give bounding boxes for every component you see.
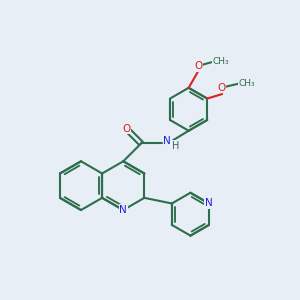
Text: CH₃: CH₃ (212, 58, 229, 67)
Text: O: O (122, 124, 130, 134)
Text: O: O (217, 82, 225, 93)
Text: N: N (164, 136, 171, 146)
Text: N: N (205, 199, 213, 208)
Text: CH₃: CH₃ (238, 79, 255, 88)
Text: N: N (119, 205, 127, 215)
Text: O: O (194, 61, 202, 71)
Text: H: H (172, 141, 180, 151)
